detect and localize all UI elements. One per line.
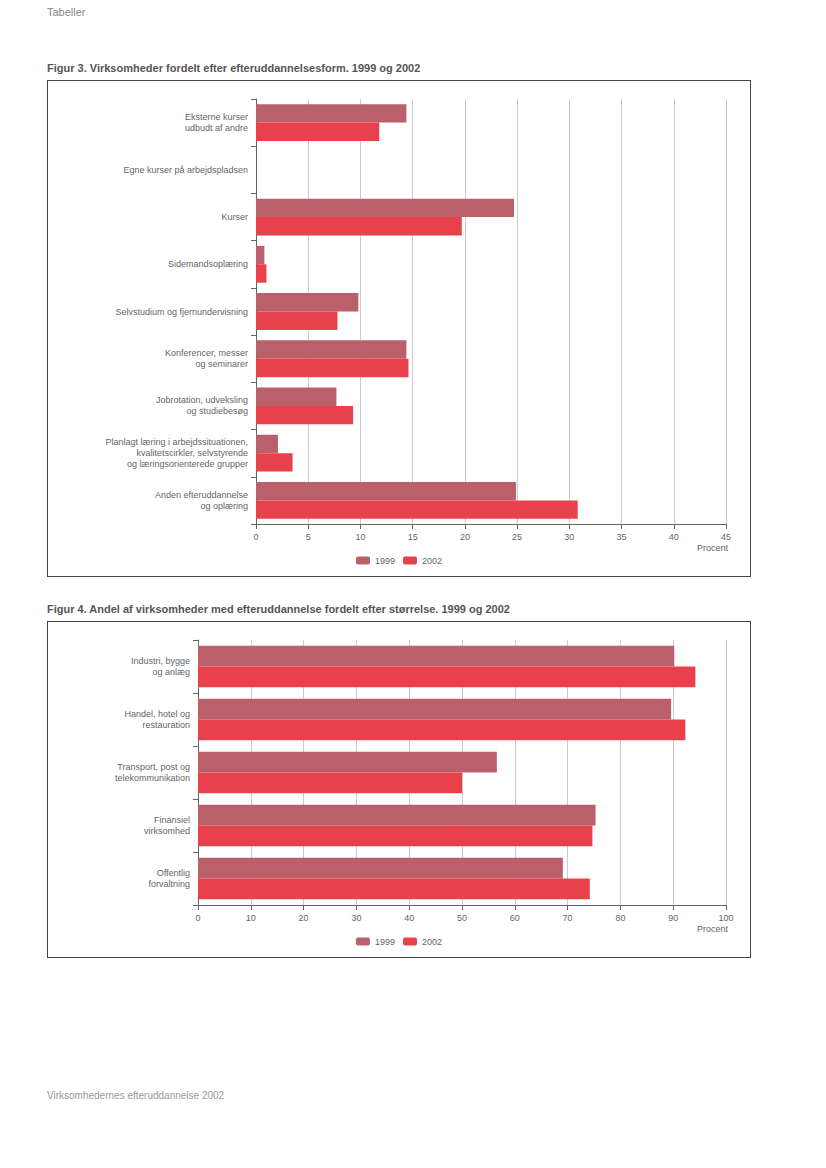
html-text:Virksomhedernes efteruddannels: Virksomhedernes efteruddannelse 2002 (47, 1090, 225, 1101)
svg-text:100: 100 (718, 913, 733, 923)
html-text:Figur 3. Virksomheder fordelt: Figur 3. Virksomheder fordelt efter efte… (47, 62, 421, 74)
svg-text:og oplæring: og oplæring (200, 501, 248, 511)
svg-text:40: 40 (404, 913, 414, 923)
svg-text:80: 80 (615, 913, 625, 923)
svg-text:kvalitetscirkler, selvstyrende: kvalitetscirkler, selvstyrende (136, 448, 248, 458)
html-text:Figur 4. Andel af virksomheder: Figur 4. Andel af virksomheder med efter… (47, 603, 510, 615)
svg-text:Sidemandsoplæring: Sidemandsoplæring (168, 259, 248, 269)
svg-text:og anlæg: og anlæg (152, 667, 190, 677)
svg-text:70: 70 (563, 913, 573, 923)
svg-text:Procent: Procent (697, 543, 729, 553)
svg-text:Planlagt læring i arbejdssitua: Planlagt læring i arbejdssituationen, (105, 437, 248, 447)
svg-text:30: 30 (351, 913, 361, 923)
svg-text:0: 0 (195, 913, 200, 923)
svg-text:0: 0 (253, 532, 258, 542)
svg-text:50: 50 (457, 913, 467, 923)
svg-text:Selvstudium og fjernundervisni: Selvstudium og fjernundervisning (115, 307, 248, 317)
svg-text:1999: 1999 (375, 556, 395, 566)
svg-text:60: 60 (510, 913, 520, 923)
svg-text:30: 30 (564, 532, 574, 542)
svg-text:15: 15 (408, 532, 418, 542)
svg-text:Handel, hotel og: Handel, hotel og (124, 709, 190, 719)
svg-text:10: 10 (246, 913, 256, 923)
svg-text:Kurser: Kurser (221, 212, 248, 222)
svg-text:10: 10 (355, 532, 365, 542)
svg-text:Anden efteruddannelse: Anden efteruddannelse (155, 490, 248, 500)
svg-text:Procent: Procent (697, 924, 729, 934)
svg-text:Industri, bygge: Industri, bygge (131, 656, 190, 666)
svg-text:telekommunikation: telekommunikation (115, 773, 190, 783)
svg-text:forvaltning: forvaltning (148, 879, 190, 889)
svg-text:Konferencer, messer: Konferencer, messer (165, 348, 248, 358)
svg-text:Finansiel: Finansiel (154, 815, 190, 825)
svg-text:20: 20 (460, 532, 470, 542)
svg-text:1999: 1999 (375, 937, 395, 947)
svg-text:Eksterne kurser: Eksterne kurser (185, 112, 248, 122)
svg-text:virksomhed: virksomhed (144, 826, 190, 836)
svg-text:25: 25 (512, 532, 522, 542)
svg-text:2002: 2002 (422, 556, 442, 566)
svg-text:og seminarer: og seminarer (195, 359, 248, 369)
svg-text:udbudt af andre: udbudt af andre (185, 123, 248, 133)
svg-text:35: 35 (617, 532, 627, 542)
svg-text:2002: 2002 (422, 937, 442, 947)
svg-text:Egne kurser på arbejdspladsen: Egne kurser på arbejdspladsen (123, 165, 248, 175)
svg-text:og studiebesøg: og studiebesøg (186, 406, 248, 416)
svg-text:restauration: restauration (142, 720, 190, 730)
svg-text:og læringsorienterede grupper: og læringsorienterede grupper (127, 459, 248, 469)
svg-text:Jobrotation, udveksling: Jobrotation, udveksling (156, 395, 248, 405)
svg-text:45: 45 (721, 532, 731, 542)
svg-text:5: 5 (306, 532, 311, 542)
svg-text:Transport, post og: Transport, post og (117, 762, 190, 772)
svg-text:40: 40 (669, 532, 679, 542)
html-text:Tabeller: Tabeller (47, 6, 86, 18)
svg-text:90: 90 (668, 913, 678, 923)
svg-text:Offentlig: Offentlig (157, 868, 190, 878)
svg-text:20: 20 (299, 913, 309, 923)
